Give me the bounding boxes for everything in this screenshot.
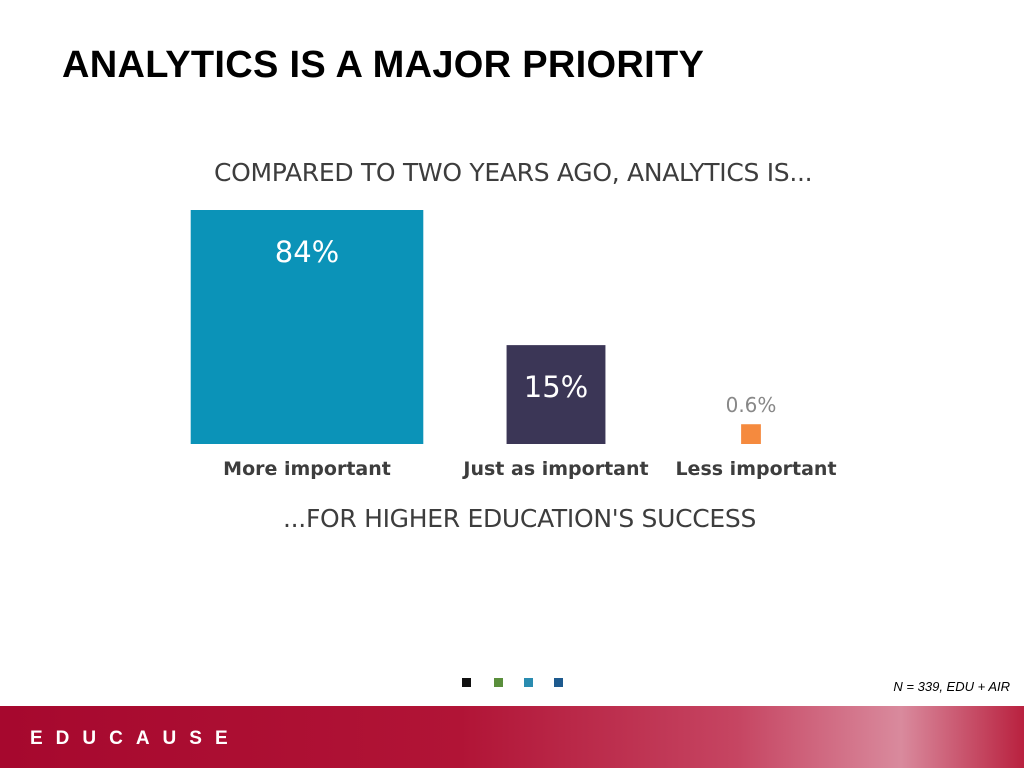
nav-dot-4[interactable] (554, 678, 563, 687)
chart-title: COMPARED TO TWO YEARS AGO, ANALYTICS IS.… (214, 158, 813, 187)
value-label-more-important: 84% (275, 235, 339, 269)
educause-logo: EDUCAUSE (30, 728, 241, 749)
category-label-less-important: Less important (675, 458, 836, 480)
bar-more-important (190, 210, 424, 444)
category-label-more-important: More important (223, 458, 391, 480)
bar-chart: 84% More important 15% Just as important 0.6… (190, 210, 837, 480)
value-label-less-important: 0.6% (726, 393, 777, 417)
bar-just-as-important (506, 345, 606, 444)
nav-dot-3[interactable] (524, 678, 533, 687)
value-label-just-as-important: 15% (524, 370, 588, 404)
category-label-just-as-important: Just as important (461, 458, 648, 480)
footnote: N = 339, EDU + AIR (893, 679, 1010, 694)
nav-dot-2[interactable] (494, 678, 503, 687)
chart-caption: ...FOR HIGHER EDUCATION'S SUCCESS (283, 504, 757, 533)
bar-less-important (741, 424, 761, 444)
footer-bar: EDUCAUSE (0, 706, 1024, 768)
slide-title: ANALYTICS IS A MAJOR PRIORITY (62, 44, 705, 86)
nav-dot-1[interactable] (462, 678, 471, 687)
